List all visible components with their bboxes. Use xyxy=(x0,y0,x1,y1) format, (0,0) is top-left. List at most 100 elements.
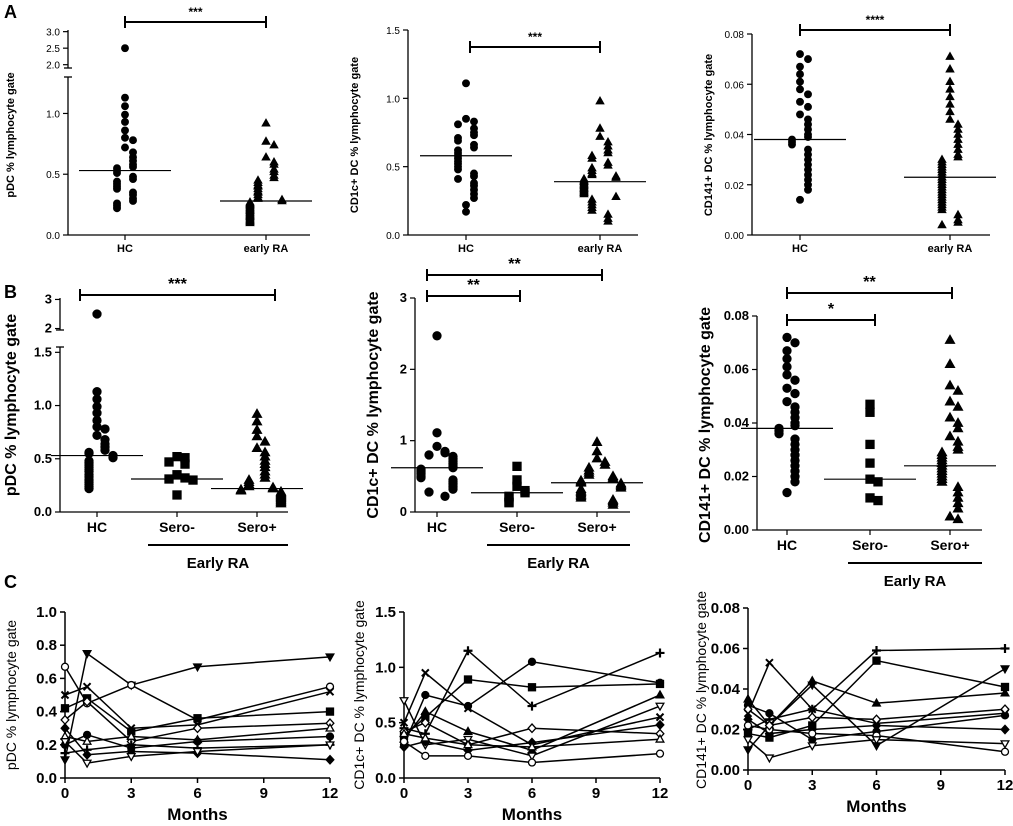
series-point-8 xyxy=(655,719,665,731)
data-point xyxy=(172,490,182,500)
chart-b3: CD141+ DC % lymphocyte gate 0.00 0.02 0.04 0… xyxy=(697,274,996,590)
group-bracket-label: Early RA xyxy=(527,555,590,572)
data-point xyxy=(432,441,442,452)
chart-a2: CD1c+ DC % lymphocyte gate 0.0 0.5 1.0 1.5 HC… xyxy=(349,26,646,255)
data-point xyxy=(129,162,137,171)
series-point-3 xyxy=(82,682,92,691)
data-point xyxy=(865,407,875,417)
series-point-1 xyxy=(463,646,473,656)
data-point xyxy=(121,133,129,142)
data-point xyxy=(269,172,279,182)
series-point-4 xyxy=(463,675,473,684)
series-point-10 xyxy=(60,738,70,747)
data-point xyxy=(944,510,956,521)
series-point-2 xyxy=(808,705,817,714)
data-point xyxy=(121,118,129,126)
y-axis-label: pDC % lymphocyte gate xyxy=(3,314,20,496)
series-point-10 xyxy=(325,741,335,751)
data-point xyxy=(587,153,597,162)
data-point xyxy=(945,51,955,60)
data-point xyxy=(251,430,263,441)
panel-label-a: A xyxy=(4,2,17,22)
series-point-6 xyxy=(765,709,774,718)
series-point-7 xyxy=(82,730,92,739)
y-axis-label: CD141+ DC % lymphocyte gate xyxy=(703,54,715,216)
data-point xyxy=(603,147,613,157)
data-point xyxy=(595,123,605,132)
data-point xyxy=(587,169,597,179)
series-point-1 xyxy=(527,701,537,711)
data-point xyxy=(804,133,812,141)
series-point-9 xyxy=(421,751,430,761)
series-point-10 xyxy=(399,728,409,738)
data-point xyxy=(865,439,875,450)
data-point xyxy=(804,102,812,111)
data-point xyxy=(251,442,263,452)
y-tick-label: 2 xyxy=(400,361,407,376)
series-point-2 xyxy=(421,690,430,700)
series-point-9 xyxy=(807,742,818,752)
data-point xyxy=(113,204,121,213)
series-point-8 xyxy=(1000,747,1010,756)
series-point-4 xyxy=(527,683,537,692)
data-point xyxy=(84,483,94,494)
data-point xyxy=(454,120,462,129)
x-tick-label: 6 xyxy=(193,785,201,802)
series-point-5 xyxy=(1000,665,1010,675)
y-tick-label: 0.5 xyxy=(34,451,52,466)
x-tick-label: 3 xyxy=(808,777,816,794)
data-point xyxy=(92,430,102,441)
data-point xyxy=(790,338,800,348)
chart-c1: pDC % lymphocyte gate 0.0 0.2 0.4 0.6 0.8 1.0 0… xyxy=(3,604,338,824)
y-tick-label: 0.04 xyxy=(711,681,741,698)
data-point xyxy=(615,481,627,492)
series-point-2 xyxy=(765,658,774,667)
data-point xyxy=(575,491,587,502)
series-point-2 xyxy=(325,682,335,691)
series-point-2 xyxy=(60,662,70,671)
y-tick-label: 2.0 xyxy=(46,61,60,72)
data-point xyxy=(945,84,955,93)
y-tick-label: 0 xyxy=(400,504,407,519)
x-tick-label: 12 xyxy=(652,785,669,802)
category-label-early-ra: early RA xyxy=(928,243,973,255)
series-point-3 xyxy=(743,729,753,738)
category-label-hc: HC xyxy=(117,243,133,255)
series-point-9 xyxy=(82,749,92,760)
y-tick-label: 1.5 xyxy=(34,344,52,359)
data-point xyxy=(440,491,450,501)
panel-label-c: C xyxy=(4,572,17,592)
x-axis-label: Months xyxy=(502,805,562,824)
chart-c3: CD141+ DC % lymphocyte gate 0.00 0.02 0.04 0… xyxy=(693,591,1013,816)
data-point xyxy=(121,110,129,119)
x-tick-label: 0 xyxy=(61,785,69,802)
group-bracket-label: Early RA xyxy=(884,573,947,590)
data-point xyxy=(587,205,597,214)
y-tick-label: 3 xyxy=(45,291,52,306)
y-axis-label: CD141+ DC % lymphocyte gate xyxy=(697,307,714,543)
data-point xyxy=(790,477,800,487)
data-point xyxy=(470,172,478,181)
series-point-7 xyxy=(527,752,537,762)
data-point xyxy=(607,498,619,509)
data-point xyxy=(611,191,621,201)
series-point-5 xyxy=(192,723,203,734)
category-label-hc: HC xyxy=(777,537,797,553)
data-point xyxy=(953,217,963,226)
data-point xyxy=(180,459,190,469)
data-point xyxy=(113,184,121,193)
series-point-8 xyxy=(60,748,70,758)
x-tick-label: 12 xyxy=(997,777,1013,794)
data-point xyxy=(952,513,964,524)
data-point xyxy=(261,136,271,145)
data-point xyxy=(113,169,121,177)
category-label-hc: HC xyxy=(87,519,107,535)
data-point xyxy=(470,143,478,152)
y-tick-label: 0.8 xyxy=(36,637,57,654)
y-tick-label: 0.5 xyxy=(386,163,400,174)
y-tick-label: 3 xyxy=(400,290,407,305)
data-point xyxy=(591,452,603,463)
data-point xyxy=(261,152,271,161)
data-point xyxy=(121,44,129,53)
